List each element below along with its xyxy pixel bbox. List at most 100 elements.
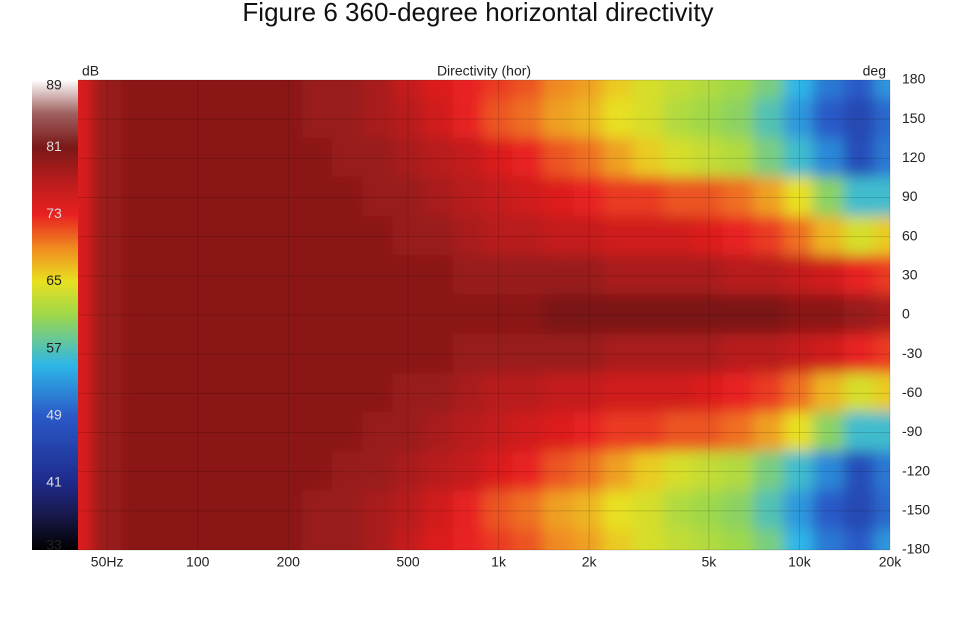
heat-cell xyxy=(121,216,154,258)
heat-cell xyxy=(602,529,635,550)
heat-cell xyxy=(632,176,666,219)
heat-cell xyxy=(874,80,890,101)
y-tick-label: 150 xyxy=(902,110,926,126)
heat-cell xyxy=(78,176,94,219)
heat-cell xyxy=(602,176,635,219)
heat-cell xyxy=(331,529,365,550)
heat-cell xyxy=(362,411,395,454)
heat-cell xyxy=(602,216,635,258)
heat-cell xyxy=(78,411,94,454)
heat-cell xyxy=(272,333,304,375)
heat-cell xyxy=(573,372,605,414)
heat-cell xyxy=(331,80,365,101)
heat-cell xyxy=(422,255,455,297)
heat-cell xyxy=(483,490,515,532)
heat-cell xyxy=(331,294,365,336)
heat-cell xyxy=(301,294,334,336)
heat-cell xyxy=(242,294,275,336)
heat-cell xyxy=(392,255,425,297)
heat-cell xyxy=(362,294,395,336)
heat-cell xyxy=(632,294,666,336)
heat-cell xyxy=(813,411,846,454)
heat-cell xyxy=(272,490,304,532)
heat-cell xyxy=(753,529,786,550)
heat-cell xyxy=(91,411,124,454)
heat-cell xyxy=(783,451,816,493)
heat-cell xyxy=(272,451,304,493)
heat-cell xyxy=(783,490,816,532)
heat-cell xyxy=(813,294,846,336)
y-tick-label: -150 xyxy=(902,502,930,518)
heat-cell xyxy=(874,216,890,258)
heat-cell xyxy=(91,451,124,493)
heat-cell xyxy=(211,333,245,375)
heat-cell xyxy=(242,333,275,375)
heat-cell xyxy=(602,98,635,140)
heat-cell xyxy=(452,372,485,414)
x-tick-label: 2k xyxy=(582,554,598,570)
heat-cell xyxy=(573,255,605,297)
heat-cell xyxy=(272,98,304,140)
heat-cell xyxy=(573,80,605,101)
heat-cell xyxy=(78,80,94,101)
heat-cell xyxy=(722,255,756,297)
heat-cell xyxy=(121,176,154,219)
heat-cell xyxy=(392,333,425,375)
heat-cell xyxy=(392,80,425,101)
x-tick-label: 20k xyxy=(879,554,903,570)
heat-cell xyxy=(693,176,725,219)
heat-cell xyxy=(392,98,425,140)
heat-cell xyxy=(151,137,185,179)
heat-cell xyxy=(843,411,877,454)
heat-cell xyxy=(542,80,576,101)
y-tick-label: 0 xyxy=(902,306,910,322)
heat-cell xyxy=(813,490,846,532)
y-tick-label: 180 xyxy=(902,71,926,87)
heat-cell xyxy=(91,294,124,336)
heat-cell xyxy=(783,333,816,375)
heat-cell xyxy=(483,294,515,336)
heat-cell xyxy=(753,137,786,179)
heat-cell xyxy=(813,137,846,179)
heat-cell xyxy=(874,98,890,140)
heat-cell xyxy=(843,529,877,550)
heat-cell xyxy=(301,411,334,454)
heat-cell xyxy=(512,216,545,258)
heat-cell xyxy=(242,529,275,550)
heat-cell xyxy=(452,529,485,550)
heat-cell xyxy=(151,451,185,493)
heat-cell xyxy=(211,451,245,493)
heat-cell xyxy=(722,451,756,493)
heat-cell xyxy=(151,255,185,297)
heat-cell xyxy=(753,98,786,140)
subtitle: Directivity (hor) xyxy=(437,63,531,79)
heat-cell xyxy=(813,451,846,493)
y-tick-label: -120 xyxy=(902,462,930,478)
heat-cell xyxy=(843,372,877,414)
x-tick-label: 100 xyxy=(186,554,210,570)
heat-cell xyxy=(242,80,275,101)
heat-cell xyxy=(663,490,696,532)
heat-cell xyxy=(91,490,124,532)
heat-cell xyxy=(78,529,94,550)
heat-cell xyxy=(573,451,605,493)
heat-cell xyxy=(151,98,185,140)
heat-cell xyxy=(422,451,455,493)
heat-cell xyxy=(452,255,485,297)
heat-cell xyxy=(542,294,576,336)
heat-cell xyxy=(242,216,275,258)
heat-cell xyxy=(452,216,485,258)
heat-cell xyxy=(452,98,485,140)
heat-cell xyxy=(301,98,334,140)
heat-cell xyxy=(512,529,545,550)
heat-cell xyxy=(602,137,635,179)
heat-cell xyxy=(843,255,877,297)
heat-cell xyxy=(242,255,275,297)
heat-cell xyxy=(182,490,214,532)
x-tick-label: 500 xyxy=(396,554,420,570)
heat-cell xyxy=(272,80,304,101)
heat-cell xyxy=(362,80,395,101)
heat-cell xyxy=(722,490,756,532)
heat-cell xyxy=(362,176,395,219)
